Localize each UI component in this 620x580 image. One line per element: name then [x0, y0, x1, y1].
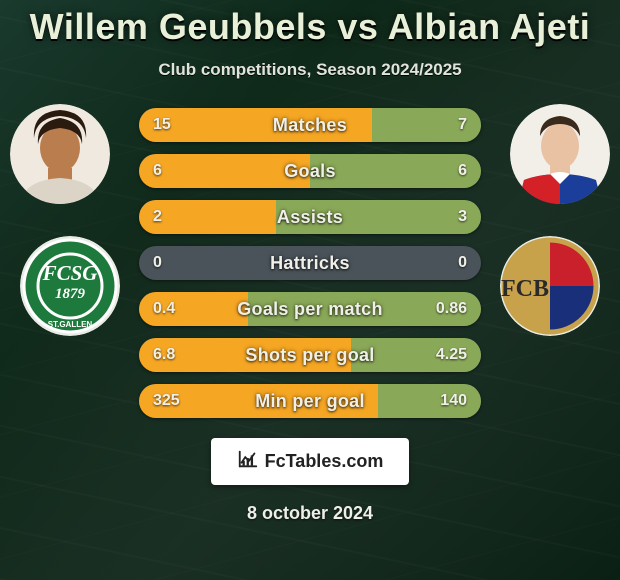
subtitle: Club competitions, Season 2024/2025	[158, 60, 461, 80]
page-title: Willem Geubbels vs Albian Ajeti	[30, 6, 591, 48]
stat-label: Hattricks	[139, 246, 481, 280]
stat-label: Goals	[139, 154, 481, 188]
stat-row: 325140Min per goal	[139, 384, 481, 418]
stat-label: Matches	[139, 108, 481, 142]
svg-text:1879: 1879	[55, 286, 86, 302]
stat-row: 66Goals	[139, 154, 481, 188]
stat-label: Min per goal	[139, 384, 481, 418]
stat-row: 00Hattricks	[139, 246, 481, 280]
stat-label: Goals per match	[139, 292, 481, 326]
stat-label: Shots per goal	[139, 338, 481, 372]
svg-text:FCSG: FCSG	[42, 261, 98, 285]
brand-chart-icon	[237, 448, 259, 475]
svg-text:ST.GALLEN: ST.GALLEN	[48, 320, 93, 329]
player-left-avatar	[10, 104, 110, 204]
stat-row: 23Assists	[139, 200, 481, 234]
stat-row: 6.84.25Shots per goal	[139, 338, 481, 372]
player-right-avatar	[510, 104, 610, 204]
stat-row: 157Matches	[139, 108, 481, 142]
brand-badge: FcTables.com	[211, 438, 410, 485]
player-left-club-badge: FCSG 1879 ST.GALLEN	[20, 236, 120, 336]
player-right-club-badge: FCB	[500, 236, 600, 336]
stat-row: 0.40.86Goals per match	[139, 292, 481, 326]
stats-zone: FCSG 1879 ST.GALLEN FCB 157Matc	[0, 108, 620, 418]
svg-text:FCB: FCB	[501, 276, 549, 302]
stat-label: Assists	[139, 200, 481, 234]
brand-text: FcTables.com	[265, 451, 384, 472]
date-text: 8 october 2024	[247, 503, 373, 524]
stat-rows-container: 157Matches 66Goals 23Assists 00Hattricks 0.4…	[139, 108, 481, 418]
